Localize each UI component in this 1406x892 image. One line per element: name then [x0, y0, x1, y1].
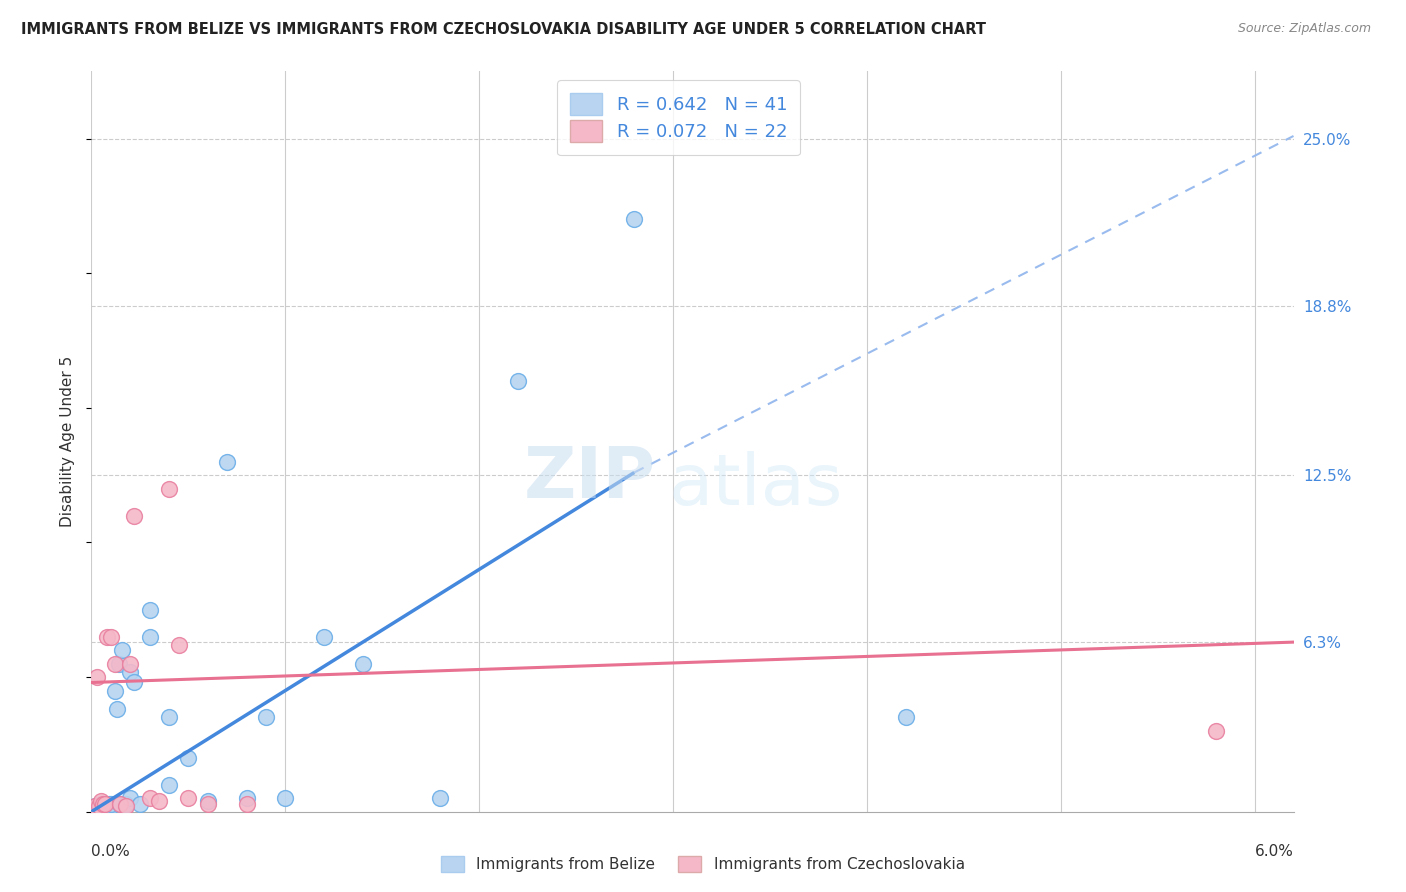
Point — [177, 791, 200, 805]
Point — [104, 683, 127, 698]
Point — [104, 657, 127, 671]
Legend: Immigrants from Belize, Immigrants from Czechoslovakia: Immigrants from Belize, Immigrants from … — [436, 850, 970, 878]
Legend: R = 0.642   N = 41, R = 0.072   N = 22: R = 0.642 N = 41, R = 0.072 N = 22 — [557, 80, 800, 155]
Point — [94, 797, 117, 811]
Point — [157, 778, 180, 792]
Point — [96, 799, 118, 814]
Point — [120, 657, 142, 671]
Point — [197, 794, 219, 808]
Point — [91, 799, 114, 814]
Point — [122, 675, 145, 690]
Point — [894, 710, 917, 724]
Point — [157, 482, 180, 496]
Text: IMMIGRANTS FROM BELIZE VS IMMIGRANTS FROM CZECHOSLOVAKIA DISABILITY AGE UNDER 5 : IMMIGRANTS FROM BELIZE VS IMMIGRANTS FRO… — [21, 22, 986, 37]
Y-axis label: Disability Age Under 5: Disability Age Under 5 — [60, 356, 76, 527]
Point — [217, 455, 239, 469]
Point — [84, 799, 107, 814]
Point — [197, 797, 219, 811]
Point — [138, 630, 160, 644]
Point — [82, 802, 104, 816]
Point — [274, 791, 297, 805]
Point — [235, 791, 257, 805]
Point — [429, 791, 451, 805]
Point — [110, 797, 132, 811]
Point — [506, 374, 529, 388]
Point — [89, 802, 111, 816]
Point — [167, 638, 190, 652]
Point — [122, 508, 145, 523]
Point — [352, 657, 374, 671]
Point — [111, 643, 134, 657]
Point — [254, 710, 277, 724]
Point — [110, 797, 132, 811]
Point — [177, 751, 200, 765]
Point — [1205, 723, 1227, 738]
Point — [82, 802, 104, 816]
Point — [84, 802, 107, 816]
Text: atlas: atlas — [668, 451, 842, 520]
Text: 0.0%: 0.0% — [91, 844, 131, 859]
Point — [148, 794, 170, 808]
Point — [86, 670, 108, 684]
Point — [89, 799, 111, 814]
Point — [312, 630, 335, 644]
Point — [84, 799, 107, 814]
Point — [90, 802, 112, 816]
Text: 6.0%: 6.0% — [1254, 844, 1294, 859]
Point — [100, 799, 122, 814]
Point — [138, 603, 160, 617]
Point — [89, 799, 111, 814]
Point — [120, 791, 142, 805]
Point — [138, 791, 160, 805]
Point — [100, 797, 122, 811]
Point — [115, 797, 138, 811]
Text: Source: ZipAtlas.com: Source: ZipAtlas.com — [1237, 22, 1371, 36]
Text: ZIP: ZIP — [524, 444, 657, 513]
Point — [100, 630, 122, 644]
Point — [120, 665, 142, 679]
Point — [94, 802, 117, 816]
Point — [115, 799, 138, 814]
Point — [86, 802, 108, 816]
Point — [235, 797, 257, 811]
Point — [157, 710, 180, 724]
Point — [96, 630, 118, 644]
Point — [128, 797, 150, 811]
Point — [90, 797, 112, 811]
Point — [91, 797, 114, 811]
Point — [623, 212, 645, 227]
Point — [86, 799, 108, 814]
Point — [107, 657, 129, 671]
Point — [97, 797, 120, 811]
Point — [105, 702, 128, 716]
Point — [90, 794, 112, 808]
